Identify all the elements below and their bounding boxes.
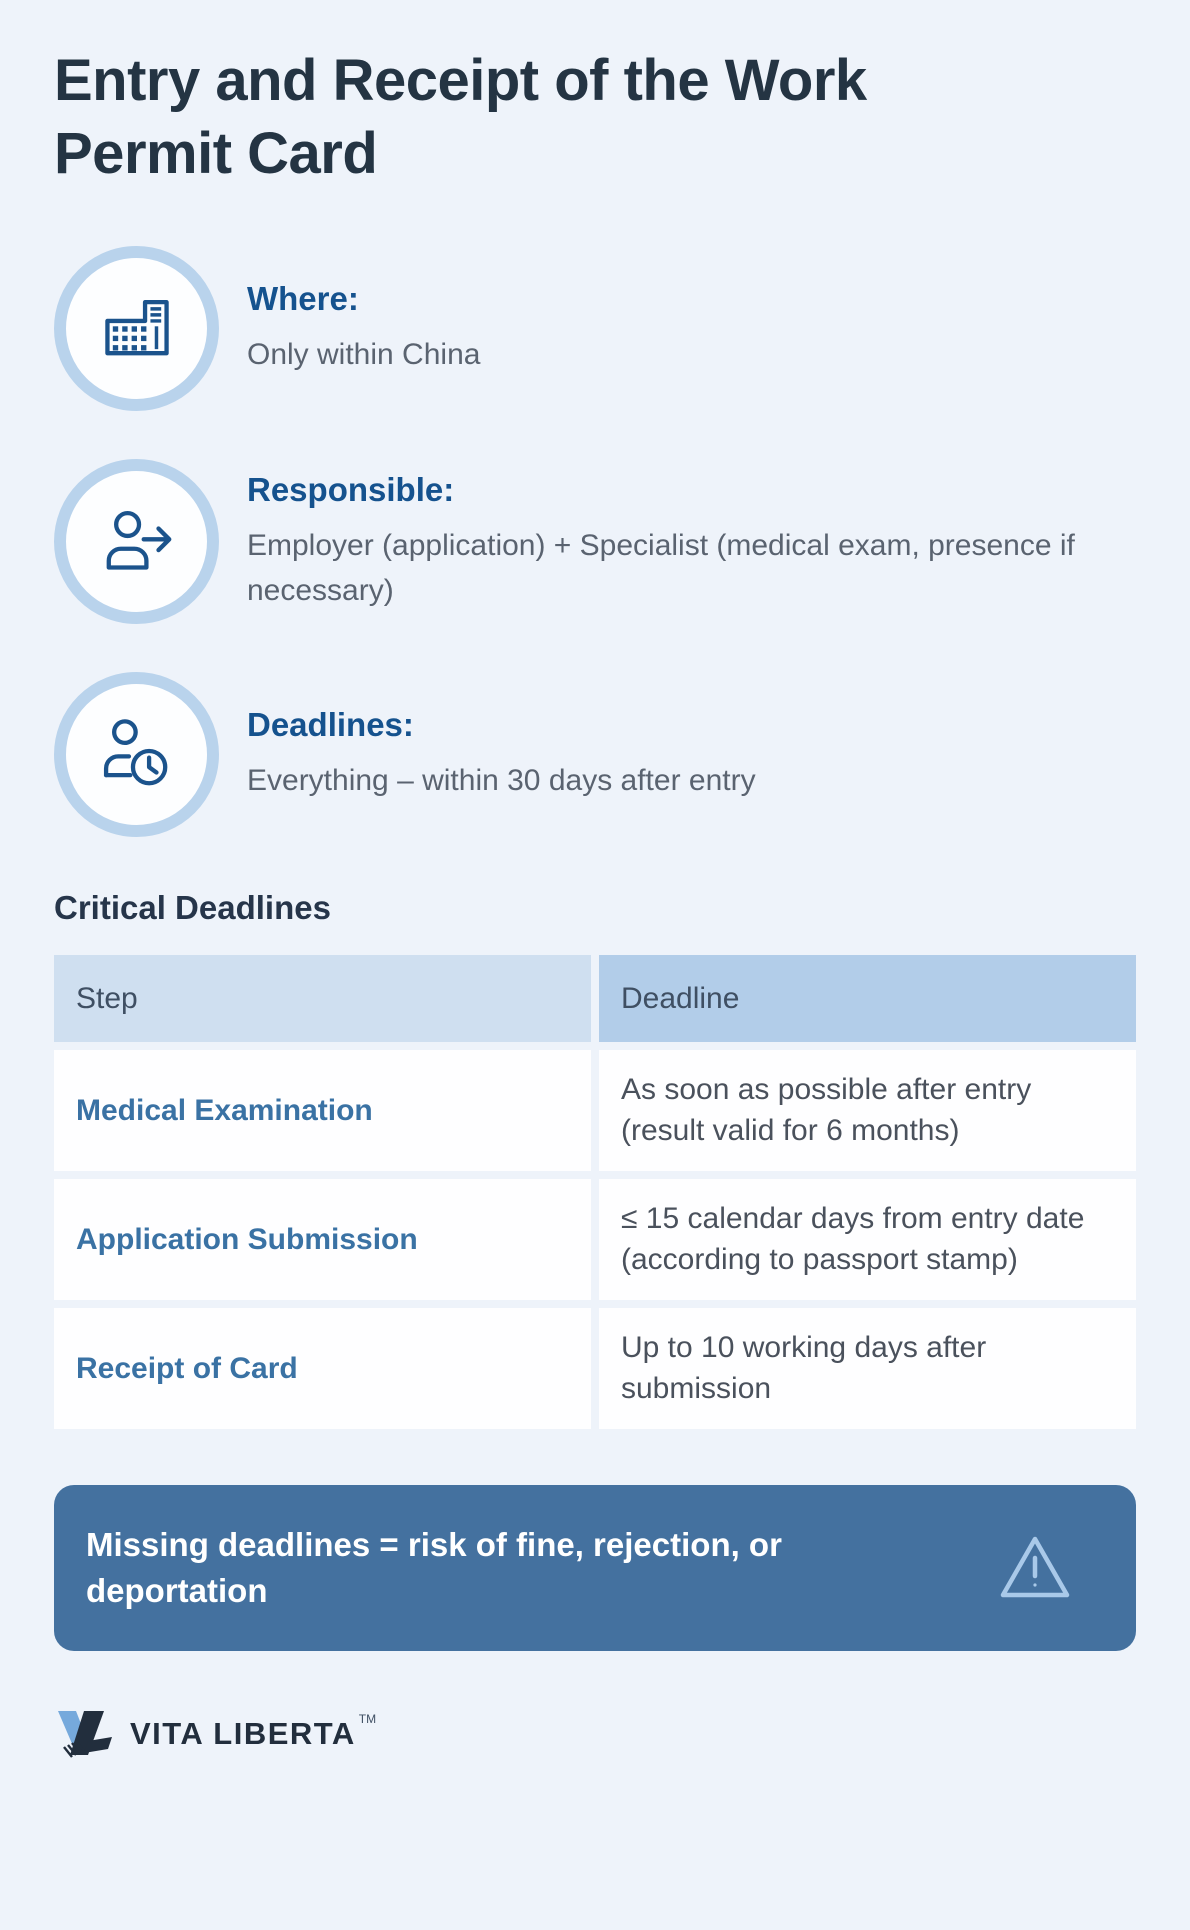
infographic: Entry and Receipt of the Work Permit Car… bbox=[54, 48, 1136, 1761]
responsible-heading: Responsible: bbox=[247, 470, 455, 508]
person-clock-icon bbox=[54, 672, 219, 838]
person-arrow-icon bbox=[54, 459, 219, 625]
deadline-table: Step Deadline Medical Examination As soo… bbox=[54, 955, 1136, 1430]
warning-text: Missing deadlines = risk of fine, reject… bbox=[86, 1525, 782, 1610]
table-row-deadline: ≤ 15 calendar days from entry date (acco… bbox=[599, 1179, 1136, 1301]
table-row-step: Receipt of Card bbox=[54, 1308, 591, 1430]
responsible-body: Employer (application) + Specialist (med… bbox=[247, 528, 1075, 607]
info-section-deadlines: Deadlines: Everything – within 30 days a… bbox=[54, 672, 1136, 838]
warning-triangle-icon bbox=[1000, 1536, 1070, 1598]
info-section-responsible: Responsible: Employer (application) + Sp… bbox=[54, 459, 1136, 625]
where-body: Only within China bbox=[247, 338, 481, 372]
table-row-step: Medical Examination bbox=[54, 1050, 591, 1172]
building-icon bbox=[54, 246, 219, 412]
table-heading: Critical Deadlines bbox=[54, 889, 331, 927]
table-row-deadline: As soon as possible after entry (result … bbox=[599, 1050, 1136, 1172]
deadlines-heading: Deadlines: bbox=[247, 706, 414, 744]
warning-banner: Missing deadlines = risk of fine, reject… bbox=[54, 1485, 1136, 1652]
brand-trademark: TM bbox=[358, 1712, 377, 1727]
where-heading: Where: bbox=[247, 280, 359, 318]
info-section-where: Where: Only within China bbox=[54, 246, 1136, 412]
footer: VITA LIBERTA TM bbox=[54, 1707, 1136, 1761]
table-row-step: Application Submission bbox=[54, 1179, 591, 1301]
deadlines-body: Everything – within 30 days after entry bbox=[247, 764, 756, 798]
vita-liberta-logo bbox=[58, 1711, 112, 1758]
page-title: Entry and Receipt of the Work Permit Car… bbox=[54, 48, 867, 187]
brand-name: VITA LIBERTA bbox=[130, 1716, 356, 1752]
table-row-deadline: Up to 10 working days after submission bbox=[599, 1308, 1136, 1430]
column-header-deadline: Deadline bbox=[599, 955, 1136, 1043]
column-header-step: Step bbox=[54, 955, 591, 1043]
